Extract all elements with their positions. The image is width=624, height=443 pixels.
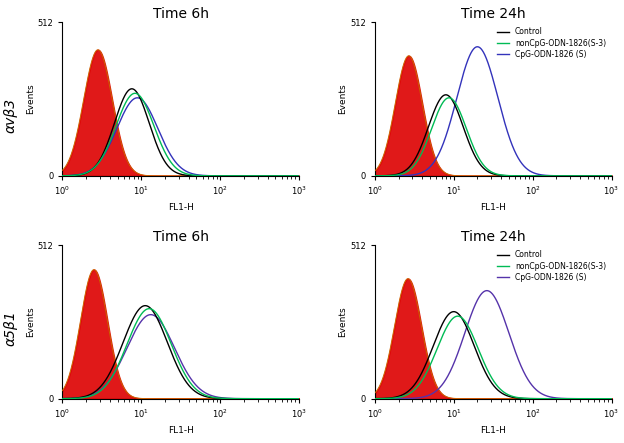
Legend: Control, nonCpG-ODN-1826(S-3), CpG-ODN-1826 (S): Control, nonCpG-ODN-1826(S-3), CpG-ODN-1… — [496, 26, 608, 61]
Title: Time 6h: Time 6h — [153, 7, 209, 21]
Title: Time 24h: Time 24h — [461, 7, 525, 21]
Y-axis label: Events: Events — [338, 307, 348, 337]
Text: α5β1: α5β1 — [3, 310, 17, 346]
Y-axis label: Events: Events — [26, 84, 35, 114]
Legend: Control, nonCpG-ODN-1826(S-3), CpG-ODN-1826 (S): Control, nonCpG-ODN-1826(S-3), CpG-ODN-1… — [496, 249, 608, 284]
X-axis label: FL1-H: FL1-H — [168, 203, 193, 212]
Y-axis label: Events: Events — [338, 84, 348, 114]
Text: αvβ3: αvβ3 — [3, 97, 17, 133]
Title: Time 24h: Time 24h — [461, 230, 525, 244]
X-axis label: FL1-H: FL1-H — [480, 426, 506, 435]
X-axis label: FL1-H: FL1-H — [168, 426, 193, 435]
X-axis label: FL1-H: FL1-H — [480, 203, 506, 212]
Y-axis label: Events: Events — [26, 307, 35, 337]
Title: Time 6h: Time 6h — [153, 230, 209, 244]
